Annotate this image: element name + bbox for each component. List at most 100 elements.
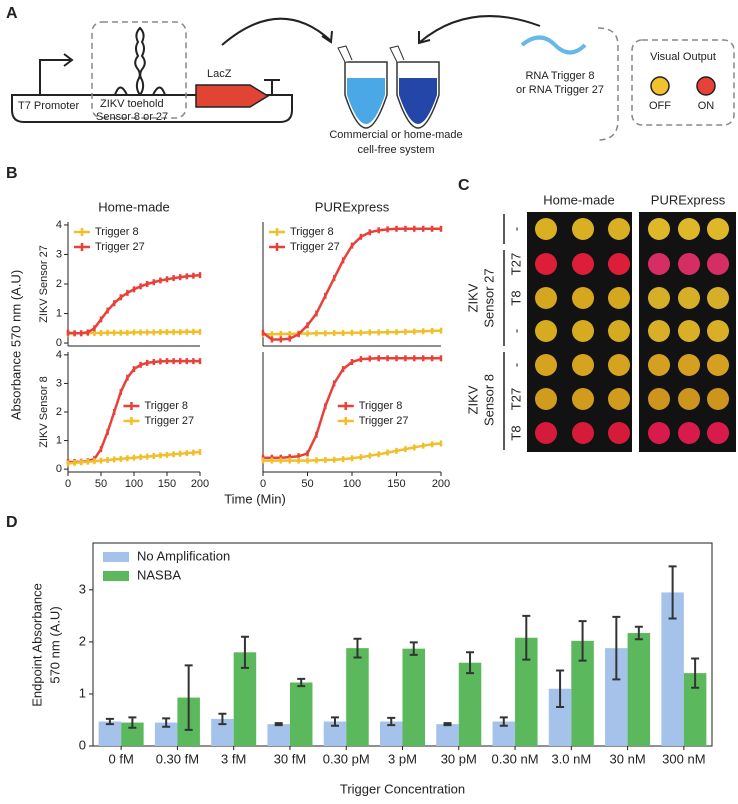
error-bar bbox=[218, 712, 227, 726]
bar bbox=[379, 721, 403, 746]
well bbox=[535, 320, 557, 342]
tubes bbox=[337, 45, 440, 129]
well bbox=[608, 422, 630, 444]
column-title: PURExpress bbox=[651, 192, 726, 207]
well bbox=[678, 287, 700, 309]
series-line bbox=[67, 273, 201, 335]
bar bbox=[548, 688, 572, 746]
x-tick-label: 0 fM bbox=[108, 751, 133, 766]
well bbox=[572, 253, 594, 275]
row-label: - bbox=[508, 363, 523, 367]
y-tick-label: 0 bbox=[56, 463, 62, 475]
well bbox=[572, 354, 594, 376]
bar bbox=[627, 633, 651, 746]
error-bar bbox=[297, 677, 306, 688]
arrow-head bbox=[418, 31, 431, 45]
well bbox=[608, 287, 630, 309]
well bbox=[608, 354, 630, 376]
legend-label: Trigger 8 bbox=[144, 400, 188, 412]
row-label: ZIKV Sensor 27 bbox=[38, 245, 50, 323]
row-label: - bbox=[508, 329, 523, 333]
bar bbox=[661, 592, 684, 746]
row-label: T8 bbox=[508, 425, 523, 440]
bar bbox=[211, 718, 234, 746]
well bbox=[678, 320, 700, 342]
arrow-head bbox=[321, 30, 333, 44]
row-label: T27 bbox=[508, 253, 523, 275]
error-bar bbox=[128, 716, 137, 729]
error-bar bbox=[466, 651, 475, 675]
well bbox=[707, 320, 729, 342]
well bbox=[648, 218, 670, 240]
y-tick-label: 3 bbox=[56, 248, 62, 260]
y-tick-label: 0 bbox=[56, 337, 62, 349]
column-title: Home-made bbox=[98, 199, 170, 214]
x-tick-label: 0 bbox=[65, 478, 71, 490]
y-tick-label: 1 bbox=[79, 685, 86, 700]
error-bar bbox=[578, 620, 587, 662]
y-tick-label: 2 bbox=[56, 406, 62, 418]
well bbox=[707, 218, 729, 240]
bar bbox=[98, 721, 122, 746]
well bbox=[678, 218, 700, 240]
x-tick-label: 0 bbox=[260, 478, 266, 490]
bar bbox=[436, 724, 459, 746]
row-label: - bbox=[508, 227, 523, 231]
well bbox=[648, 320, 670, 342]
error-bar bbox=[556, 669, 565, 708]
x-tick-label: 150 bbox=[387, 478, 405, 490]
well bbox=[535, 253, 557, 275]
bar bbox=[515, 637, 538, 746]
group-label: ZIKV bbox=[465, 385, 480, 414]
sensor-label: ZIKV toehold bbox=[100, 98, 164, 110]
output-title: Visual Output bbox=[650, 51, 716, 63]
legend-label: Trigger 8 bbox=[95, 226, 139, 238]
panel-label: C bbox=[458, 177, 470, 194]
error-bar bbox=[522, 614, 531, 661]
well bbox=[648, 253, 670, 275]
well bbox=[535, 218, 557, 240]
well bbox=[572, 320, 594, 342]
well bbox=[707, 354, 729, 376]
y-tick-label: 1 bbox=[56, 434, 62, 446]
output-box bbox=[631, 39, 735, 126]
group-label: Sensor 27 bbox=[481, 268, 496, 327]
error-bar bbox=[330, 716, 339, 727]
bar bbox=[121, 722, 144, 746]
off-label: OFF bbox=[649, 100, 671, 112]
error-bar bbox=[443, 722, 452, 727]
on-dot bbox=[696, 76, 716, 96]
series-line bbox=[263, 357, 441, 459]
error-bar bbox=[668, 565, 677, 620]
error-bar bbox=[162, 717, 171, 728]
x-tick-label: 0.30 fM bbox=[156, 751, 199, 766]
legend-label: No Amplification bbox=[137, 548, 230, 563]
column-title: PURExpress bbox=[315, 199, 390, 214]
bar bbox=[571, 640, 594, 746]
well bbox=[572, 422, 594, 444]
y-tick-label: 3 bbox=[79, 581, 86, 596]
bar bbox=[683, 673, 707, 746]
y-tick-label: 2 bbox=[79, 633, 86, 648]
panel-label: D bbox=[6, 514, 18, 531]
trigger-label: or RNA Trigger 27 bbox=[516, 84, 604, 96]
legend-label: Trigger 27 bbox=[359, 415, 409, 427]
legend-label: NASBA bbox=[137, 567, 181, 582]
y-tick-label: 0 bbox=[79, 737, 86, 752]
x-tick-label: 200 bbox=[191, 478, 209, 490]
bar bbox=[267, 724, 290, 746]
legend-label: Trigger 27 bbox=[95, 241, 145, 253]
error-bar bbox=[387, 716, 396, 727]
panel-label: B bbox=[6, 165, 18, 182]
arrow bbox=[419, 15, 541, 43]
y-tick-label: 2 bbox=[56, 278, 62, 290]
well bbox=[678, 253, 700, 275]
well bbox=[535, 388, 557, 410]
sensor-label: Sensor 8 or 27 bbox=[96, 111, 168, 123]
well bbox=[608, 388, 630, 410]
x-tick-label: 0.30 pM bbox=[323, 751, 370, 766]
error-bar bbox=[184, 664, 193, 731]
x-tick-label: 50 bbox=[95, 478, 107, 490]
well bbox=[648, 287, 670, 309]
